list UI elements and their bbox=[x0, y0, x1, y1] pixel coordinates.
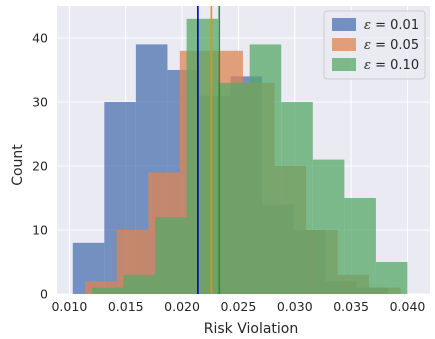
legend: ε = 0.01 ε = 0.05 ε = 0.10 bbox=[323, 10, 426, 80]
y-tick-label: 10 bbox=[32, 223, 48, 238]
legend-swatch bbox=[332, 38, 356, 51]
y-tick-label: 0 bbox=[40, 287, 48, 302]
y-tick-label: 40 bbox=[32, 31, 48, 46]
histogram-bar bbox=[344, 198, 376, 294]
series-3 bbox=[91, 18, 408, 295]
x-tick-label: 0.030 bbox=[277, 299, 313, 314]
y-axis-label: Count bbox=[10, 144, 26, 186]
y-tick-label: 20 bbox=[32, 159, 48, 174]
histogram-bar bbox=[155, 217, 187, 294]
histogram-bar bbox=[249, 44, 282, 295]
x-tick-label: 0.015 bbox=[108, 299, 144, 314]
histogram-bar bbox=[281, 102, 313, 294]
histogram-bar bbox=[123, 274, 156, 294]
legend-entry: ε = 0.01 bbox=[364, 18, 419, 33]
histogram-bar bbox=[186, 18, 219, 295]
histogram-bar bbox=[218, 82, 250, 294]
legend-entry: ε = 0.10 bbox=[364, 58, 419, 73]
x-tick-label: 0.035 bbox=[333, 299, 369, 314]
x-tick-label: 0.020 bbox=[164, 299, 200, 314]
histogram-bar bbox=[375, 262, 408, 294]
histogram-bar bbox=[312, 159, 345, 294]
legend-swatch bbox=[332, 18, 356, 31]
x-tick-label: 0.025 bbox=[221, 299, 257, 314]
x-tick-label: 0.010 bbox=[51, 299, 87, 314]
legend-entry: ε = 0.05 bbox=[364, 38, 419, 53]
x-tick-label: 0.040 bbox=[390, 299, 426, 314]
x-axis-label: Risk Violation bbox=[204, 321, 298, 337]
y-tick-label: 30 bbox=[32, 95, 48, 110]
legend-swatch bbox=[332, 58, 356, 71]
histogram-bar bbox=[91, 287, 124, 294]
